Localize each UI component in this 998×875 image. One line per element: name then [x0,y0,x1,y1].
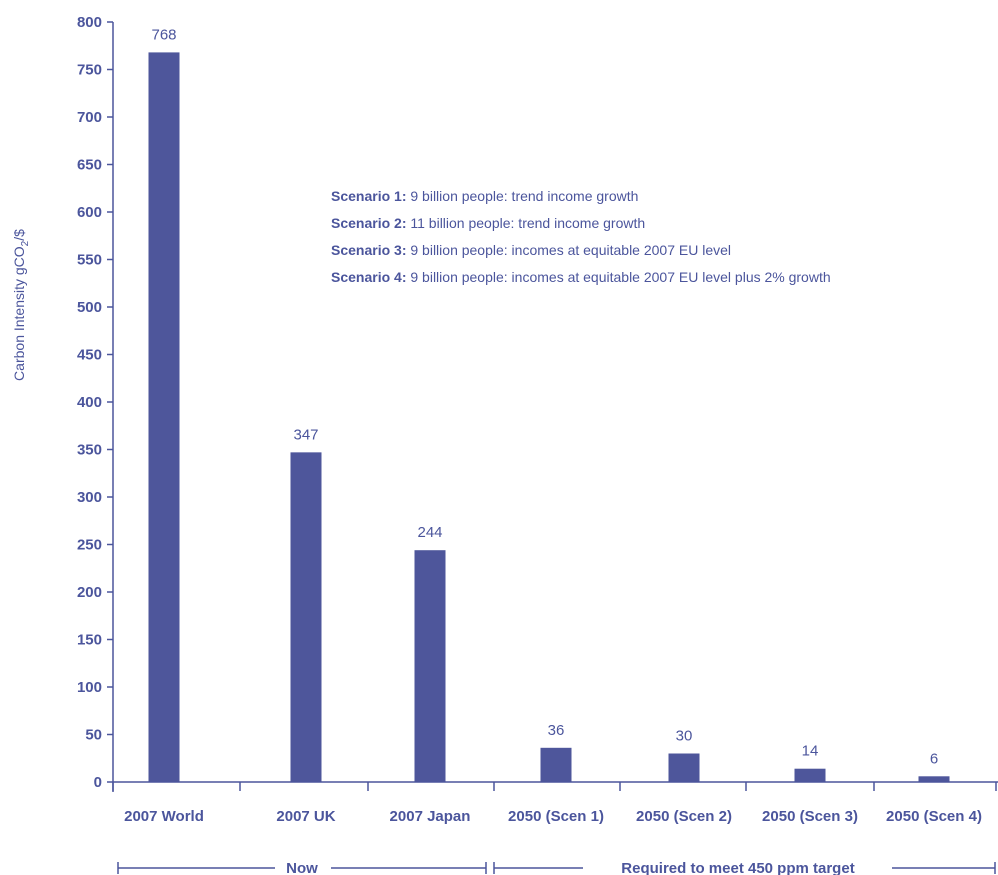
y-tick-label: 600 [77,204,102,221]
y-axis-label: Carbon Intensity gCO2/$ [11,229,31,381]
y-tick-label: 700 [77,109,102,126]
y-tick-label: 200 [77,584,102,601]
group-bracket-now: Now [117,860,487,875]
group-bracket-required: Required to meet 450 ppm target [493,860,996,875]
y-tick-label: 100 [77,679,102,696]
bars-group [148,52,950,782]
bar [148,52,180,782]
x-axis: 2007 World 2007 UK 2007 Japan 2050 (Scen 1)… [112,782,997,825]
legend-item-2: Scenario 2: 11 billion people: trend inc… [331,215,645,231]
data-label: 6 [930,750,938,767]
data-label: 30 [676,728,693,745]
y-tick-label: 550 [77,252,102,269]
y-tick-label: 450 [77,347,102,364]
y-tick-label: 800 [77,14,102,31]
y-tick-label: 350 [77,442,102,459]
y-axis: 0 50 100 150 200 250 300 350 400 450 500 550 600 650 7… [77,14,113,791]
data-label: 14 [802,743,819,760]
x-tick-label: 2050 (Scen 3) [762,808,858,825]
data-labels-group: 768 347 244 36 30 14 6 [151,26,938,767]
y-tick-label: 400 [77,394,102,411]
x-tick-label: 2007 Japan [390,808,471,825]
x-tick-label: 2050 (Scen 4) [886,808,982,825]
x-tick-label: 2007 UK [276,808,335,825]
bar [290,452,322,782]
bar [918,776,950,782]
x-tick-label: 2007 World [124,808,204,825]
bar [668,753,700,782]
y-tick-label: 250 [77,537,102,554]
y-tick-label: 650 [77,157,102,174]
group-label-required: Required to meet 450 ppm target [621,860,854,875]
group-label-now: Now [286,860,318,875]
legend-item-4: Scenario 4: 9 billion people: incomes at… [331,269,831,285]
data-label: 36 [548,722,565,739]
data-label: 768 [151,26,176,43]
y-tick-label: 150 [77,632,102,649]
data-label: 244 [417,524,442,541]
bar [414,550,446,782]
y-tick-label: 0 [94,774,102,791]
x-tick-label: 2050 (Scen 2) [636,808,732,825]
x-tick-label: 2050 (Scen 1) [508,808,604,825]
y-tick-label: 300 [77,489,102,506]
legend-item-3: Scenario 3: 9 billion people: incomes at… [331,242,731,258]
y-tick-label: 750 [77,62,102,79]
bar [794,768,826,782]
legend: Scenario 1: 9 billion people: trend inco… [331,188,831,285]
data-label: 347 [293,426,318,443]
y-tick-label: 500 [77,299,102,316]
bar [540,747,572,782]
y-tick-label: 50 [85,727,102,744]
legend-item-1: Scenario 1: 9 billion people: trend inco… [331,188,638,204]
